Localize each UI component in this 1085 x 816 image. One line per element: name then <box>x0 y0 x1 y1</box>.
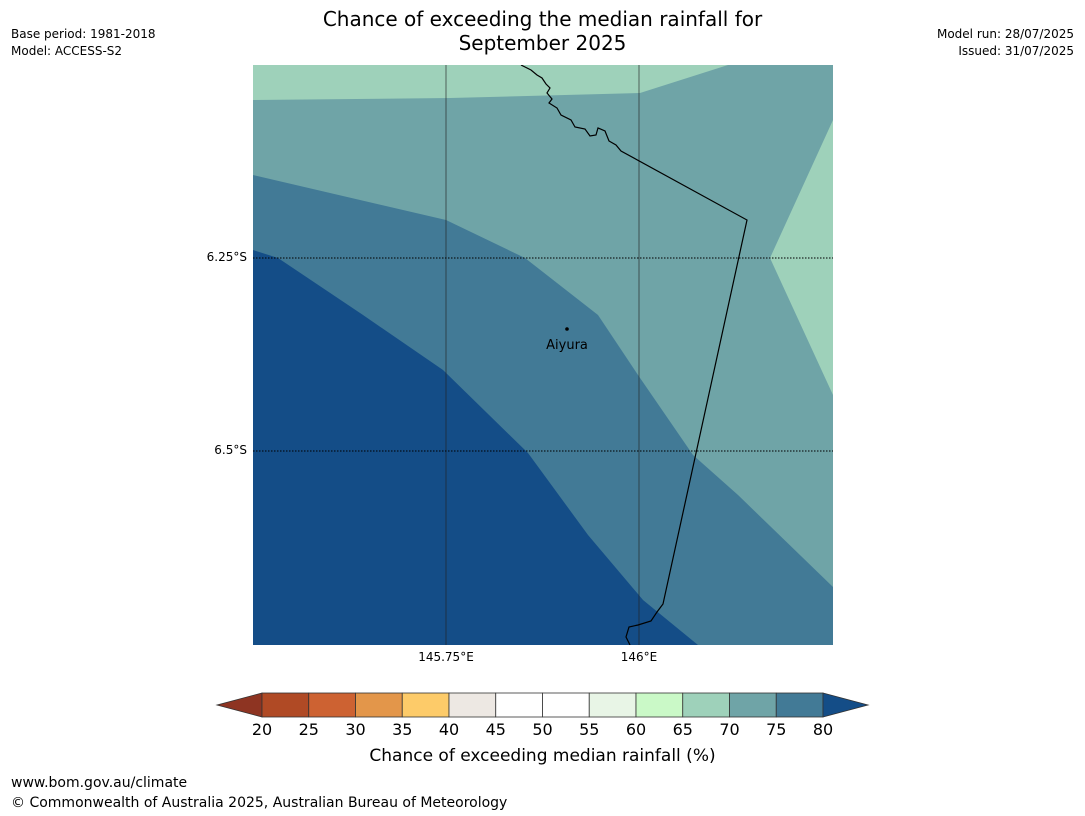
colorbar-tick-label: 25 <box>298 720 319 739</box>
colorbar-tick-label: 60 <box>625 720 647 739</box>
colorbar-tick-label: 75 <box>766 720 787 739</box>
aiyura-marker[interactable] <box>565 327 569 331</box>
title-line-1: Chance of exceeding the median rainfall … <box>322 7 763 31</box>
model-text: Model: ACCESS-S2 <box>11 44 123 58</box>
colorbar-cell <box>355 692 403 718</box>
aiyura-label: Aiyura <box>546 338 588 353</box>
title-line-2: September 2025 <box>458 31 627 55</box>
colorbar-cell <box>635 692 684 718</box>
colorbar-tick-label: 30 <box>345 720 366 739</box>
colorbar-tick-label: 20 <box>251 720 273 739</box>
meta-left: Base period: 1981-2018 Model: ACCESS-S2 <box>11 26 156 60</box>
colorbar-under-arrow <box>215 692 263 718</box>
base-period-text: Base period: 1981-2018 <box>11 27 156 41</box>
lat-label-6-5: 6.5°S <box>214 443 247 457</box>
issued-text: Issued: 31/07/2025 <box>958 44 1074 58</box>
colorbar-cell <box>448 692 497 718</box>
colorbar-cell <box>542 692 590 718</box>
colorbar-tick-label: 70 <box>719 720 740 739</box>
model-run-text: Model run: 28/07/2025 <box>936 27 1074 41</box>
region-80-plus <box>253 250 698 645</box>
colorbar-tick-label: 45 <box>485 720 506 739</box>
colorbar-cell <box>495 692 543 718</box>
lat-label-6-25: 6.25°S <box>206 250 247 264</box>
colorbar-tick-label: 80 <box>812 720 834 739</box>
colorbar-cell <box>308 692 356 718</box>
colorbar-cell <box>682 692 730 718</box>
chart-title: Chance of exceeding the median rainfall … <box>0 7 1085 55</box>
meta-right: Model run: 28/07/2025 Issued: 31/07/2025 <box>937 26 1074 60</box>
colorbar-tick-label: 35 <box>392 720 413 739</box>
colorbar-cell <box>401 692 450 718</box>
colorbar-tick-label: 50 <box>532 720 553 739</box>
colorbar-cell <box>775 692 824 718</box>
colorbar-cell <box>588 692 637 718</box>
colorbar-cell <box>729 692 777 718</box>
footer-url[interactable]: www.bom.gov.au/climate <box>11 775 188 791</box>
colorbar-tick-label: 40 <box>438 720 460 739</box>
colorbar-cells <box>261 692 824 718</box>
colorbar-cell <box>261 692 310 718</box>
colorbar-label: Chance of exceeding median rainfall (%) <box>369 746 716 766</box>
colorbar-tick-label: 55 <box>579 720 600 739</box>
colorbar <box>215 692 870 718</box>
lon-label-146: 146°E <box>620 650 658 664</box>
colorbar-tick-label: 65 <box>672 720 693 739</box>
map-svg: Aiyura <box>253 65 833 645</box>
rainfall-map[interactable]: Aiyura <box>253 65 833 645</box>
colorbar-over-arrow <box>822 692 870 718</box>
border-line <box>520 65 748 645</box>
lon-label-145-75: 145.75°E <box>418 650 474 664</box>
footer-copyright: © Commonwealth of Australia 2025, Austra… <box>11 795 508 811</box>
